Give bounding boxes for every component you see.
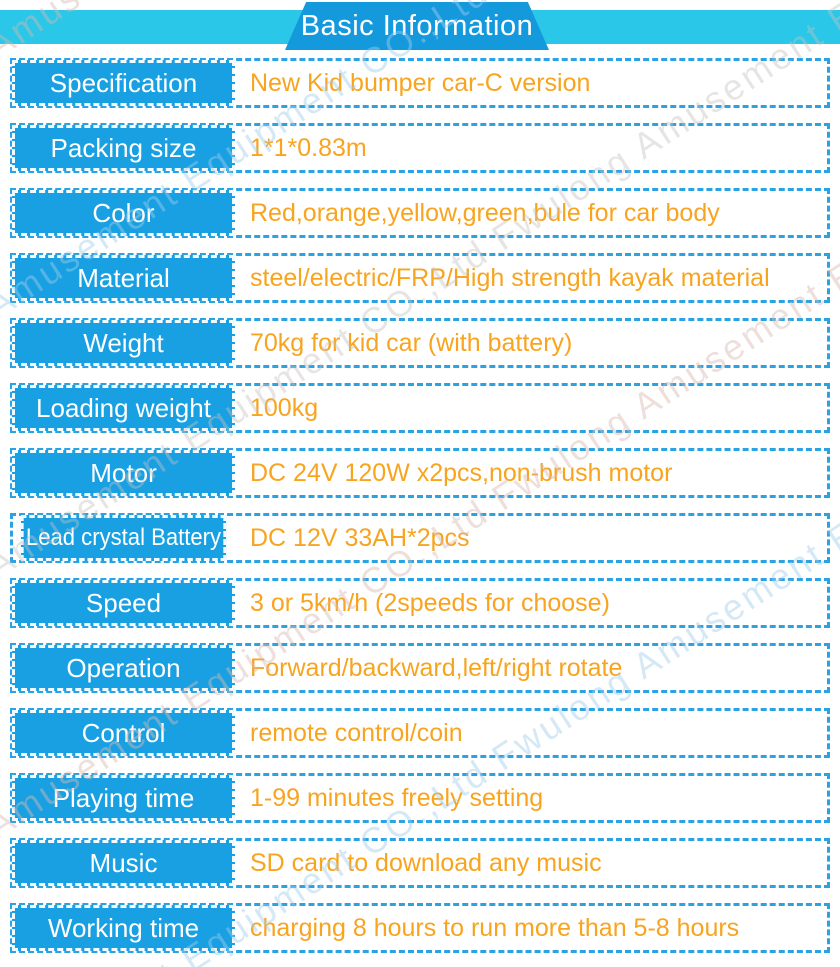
row-value: 1-99 minutes freely setting (250, 783, 544, 812)
row-value: remote control/coin (250, 718, 463, 747)
table-row: Loading weight 100kg (10, 383, 830, 433)
row-label: Motor (12, 450, 235, 496)
row-label: Packing size (12, 125, 235, 171)
row-value: SD card to download any music (250, 848, 602, 877)
header-banner: Basic Information (285, 2, 549, 50)
row-label: Speed (12, 580, 235, 626)
table-row: Control remote control/coin (10, 708, 830, 758)
row-value: Forward/backward,left/right rotate (250, 653, 623, 682)
row-label: Material (12, 255, 235, 301)
row-label: Operation (12, 645, 235, 691)
row-label: Working time (12, 905, 235, 951)
row-label: Loading weight (12, 385, 235, 431)
table-row: Specification New Kid bumper car-C versi… (10, 58, 830, 108)
row-value: DC 12V 33AH*2pcs (250, 523, 470, 552)
spec-table: Specification New Kid bumper car-C versi… (10, 58, 830, 967)
row-label: Weight (12, 320, 235, 366)
row-label: Music (12, 840, 235, 886)
row-label: Lead crystal Battery (20, 515, 227, 561)
table-row: Operation Forward/backward,left/right ro… (10, 643, 830, 693)
table-row: Material steel/electric/FRP/High strengt… (10, 253, 830, 303)
row-label: Control (12, 710, 235, 756)
table-row: Music SD card to download any music (10, 838, 830, 888)
table-row: Lead crystal Battery DC 12V 33AH*2pcs (10, 513, 830, 563)
row-value: 3 or 5km/h (2speeds for choose) (250, 588, 610, 617)
row-value: 100kg (250, 393, 319, 422)
table-row: Speed 3 or 5km/h (2speeds for choose) (10, 578, 830, 628)
row-value: steel/electric/FRP/High strength kayak m… (250, 263, 770, 292)
row-label: Color (12, 190, 235, 236)
table-row: Playing time 1-99 minutes freely setting (10, 773, 830, 823)
table-row: Packing size 1*1*0.83m (10, 123, 830, 173)
page-title: Basic Information (300, 9, 534, 42)
row-value: Red,orange,yellow,green,bule for car bod… (250, 198, 720, 227)
table-row: Motor DC 24V 120W x2pcs,non-brush motor (10, 448, 830, 498)
row-value: charging 8 hours to run more than 5-8 ho… (250, 913, 740, 942)
row-label: Specification (12, 60, 235, 106)
row-label: Playing time (12, 775, 235, 821)
row-value: 1*1*0.83m (250, 133, 367, 162)
table-row: Weight 70kg for kid car (with battery) (10, 318, 830, 368)
row-value: 70kg for kid car (with battery) (250, 328, 573, 357)
table-row: Working time charging 8 hours to run mor… (10, 903, 830, 953)
row-value: New Kid bumper car-C version (250, 68, 591, 97)
table-row: Color Red,orange,yellow,green,bule for c… (10, 188, 830, 238)
row-value: DC 24V 120W x2pcs,non-brush motor (250, 458, 673, 487)
